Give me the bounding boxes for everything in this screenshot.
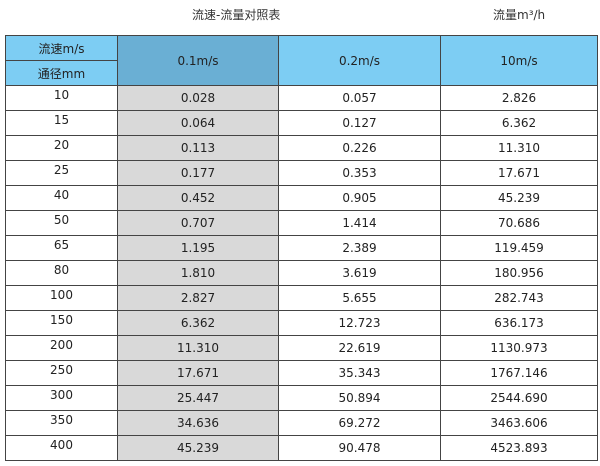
flow-cell: 0.057 [278,85,441,111]
table-row: 10 0.028 0.057 2.826 [5,85,598,111]
column-header-10: 10m/s [440,35,598,86]
flow-cell: 11.310 [117,335,279,361]
flow-cell: 0.064 [117,110,279,136]
flow-cell: 45.239 [117,435,279,461]
table-row: 65 1.195 2.389 119.459 [5,235,598,261]
velocity-flow-table: 流速m/s 0.1m/s 0.2m/s 10m/s 通径mm 10 0.028 0.… [5,35,598,461]
flow-cell: 22.619 [278,335,441,361]
flow-cell: 5.655 [278,285,441,311]
flow-cell: 3463.606 [440,410,598,436]
flow-cell: 90.478 [278,435,441,461]
diameter-cell: 40 [5,185,118,211]
diameter-cell: 100 [5,285,118,311]
flow-cell: 2.389 [278,235,441,261]
flow-cell: 119.459 [440,235,598,261]
diameter-cell: 50 [5,210,118,236]
column-header-0.1: 0.1m/s [117,35,279,86]
flow-cell: 50.894 [278,385,441,411]
flow-cell: 11.310 [440,135,598,161]
header-row: 流速m/s 0.1m/s 0.2m/s 10m/s [5,35,598,86]
flow-cell: 25.447 [117,385,279,411]
flow-cell: 1.414 [278,210,441,236]
diameter-cell: 200 [5,335,118,361]
flow-cell: 0.707 [117,210,279,236]
table-row: 80 1.810 3.619 180.956 [5,260,598,286]
flow-cell: 1.195 [117,235,279,261]
flow-cell: 0.226 [278,135,441,161]
flow-cell: 0.127 [278,110,441,136]
diameter-cell: 10 [5,85,118,111]
header-row: 通径mm [5,60,598,86]
flow-cell: 180.956 [440,260,598,286]
flow-cell: 282.743 [440,285,598,311]
flow-cell: 0.905 [278,185,441,211]
flow-cell: 0.353 [278,160,441,186]
table-row: 300 25.447 50.894 2544.690 [5,385,598,411]
flow-cell: 6.362 [117,310,279,336]
diameter-cell: 20 [5,135,118,161]
flow-cell: 34.636 [117,410,279,436]
flow-cell: 1.810 [117,260,279,286]
flow-cell: 12.723 [278,310,441,336]
table-row: 200 11.310 22.619 1130.973 [5,335,598,361]
table-row: 250 17.671 35.343 1767.146 [5,360,598,386]
flow-cell: 0.028 [117,85,279,111]
flow-cell: 0.177 [117,160,279,186]
diameter-cell: 350 [5,410,118,436]
flow-cell: 70.686 [440,210,598,236]
flow-cell: 35.343 [278,360,441,386]
flow-cell: 6.362 [440,110,598,136]
flow-cell: 4523.893 [440,435,598,461]
diameter-cell: 250 [5,360,118,386]
table-row: 150 6.362 12.723 636.173 [5,310,598,336]
diameter-cell: 25 [5,160,118,186]
flow-cell: 1130.973 [440,335,598,361]
velocity-header: 流速m/s [5,35,118,61]
flow-cell: 45.239 [440,185,598,211]
column-header-0.2: 0.2m/s [278,35,441,86]
table-row: 50 0.707 1.414 70.686 [5,210,598,236]
table-title: 流速-流量对照表 [192,8,281,22]
flow-cell: 17.671 [440,160,598,186]
diameter-cell: 150 [5,310,118,336]
table-row: 40 0.452 0.905 45.239 [5,185,598,211]
diameter-cell: 400 [5,435,118,461]
flow-cell: 1767.146 [440,360,598,386]
flow-cell: 2544.690 [440,385,598,411]
diameter-cell: 300 [5,385,118,411]
table-row: 15 0.064 0.127 6.362 [5,110,598,136]
diameter-header: 通径mm [5,60,118,86]
table-row: 25 0.177 0.353 17.671 [5,160,598,186]
diameter-cell: 15 [5,110,118,136]
flow-cell: 2.827 [117,285,279,311]
table-row: 100 2.827 5.655 282.743 [5,285,598,311]
flow-cell: 0.113 [117,135,279,161]
flow-cell: 0.452 [117,185,279,211]
table-row: 20 0.113 0.226 11.310 [5,135,598,161]
unit-label: 流量m³/h [493,8,546,22]
flow-cell: 3.619 [278,260,441,286]
diameter-cell: 80 [5,260,118,286]
table-row: 400 45.239 90.478 4523.893 [5,435,598,461]
table-row: 350 34.636 69.272 3463.606 [5,410,598,436]
flow-cell: 636.173 [440,310,598,336]
diameter-cell: 65 [5,235,118,261]
flow-cell: 69.272 [278,410,441,436]
flow-cell: 17.671 [117,360,279,386]
flow-cell: 2.826 [440,85,598,111]
